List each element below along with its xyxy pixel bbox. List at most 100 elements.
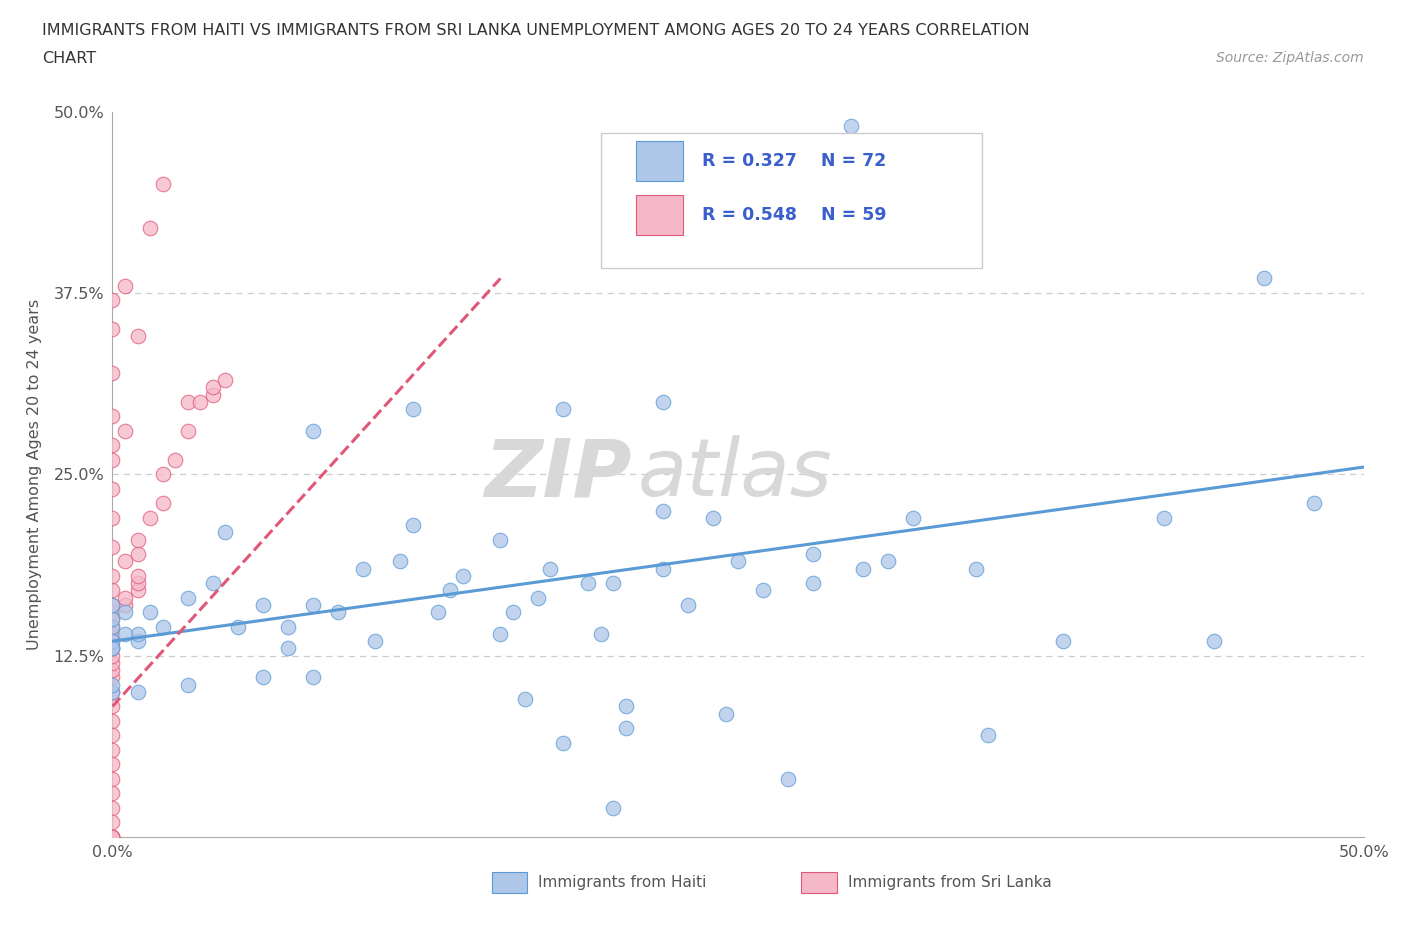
- Point: [101, 633, 124, 648]
- Point: [101, 619, 124, 634]
- Point: [101, 604, 124, 619]
- Point: [101, 438, 124, 453]
- Point: [101, 713, 124, 728]
- Point: [114, 604, 136, 619]
- Point: [602, 576, 624, 591]
- Point: [652, 561, 675, 576]
- Point: [527, 591, 550, 605]
- Point: [801, 547, 824, 562]
- Point: [127, 568, 149, 583]
- Point: [101, 641, 124, 656]
- Point: [101, 830, 124, 844]
- Point: [402, 402, 425, 417]
- Point: [152, 496, 174, 511]
- Point: [101, 641, 124, 656]
- Text: R = 0.548    N = 59: R = 0.548 N = 59: [702, 206, 886, 224]
- Point: [163, 452, 186, 467]
- Point: [727, 554, 749, 569]
- Point: [652, 394, 675, 409]
- Point: [576, 576, 599, 591]
- Point: [301, 670, 323, 684]
- Point: [101, 583, 124, 598]
- Point: [127, 583, 149, 598]
- Point: [139, 220, 162, 235]
- Point: [176, 591, 198, 605]
- Point: [652, 503, 675, 518]
- Point: [101, 365, 124, 380]
- Point: [127, 547, 149, 562]
- Point: [127, 633, 149, 648]
- Point: [127, 532, 149, 547]
- Point: [127, 627, 149, 642]
- Point: [364, 633, 387, 648]
- Point: [301, 597, 323, 612]
- Point: [176, 677, 198, 692]
- Text: IMMIGRANTS FROM HAITI VS IMMIGRANTS FROM SRI LANKA UNEMPLOYMENT AMONG AGES 20 TO: IMMIGRANTS FROM HAITI VS IMMIGRANTS FROM…: [42, 23, 1029, 38]
- Point: [101, 684, 124, 699]
- Point: [502, 604, 524, 619]
- FancyBboxPatch shape: [636, 195, 683, 235]
- Text: Immigrants from Sri Lanka: Immigrants from Sri Lanka: [848, 875, 1052, 890]
- Point: [301, 423, 323, 438]
- Point: [551, 402, 574, 417]
- Point: [127, 329, 149, 344]
- Point: [101, 619, 124, 634]
- Point: [101, 633, 124, 648]
- Point: [852, 561, 875, 576]
- Point: [101, 728, 124, 743]
- Point: [489, 532, 512, 547]
- Text: atlas: atlas: [638, 435, 832, 513]
- Point: [1052, 633, 1074, 648]
- Point: [877, 554, 900, 569]
- Point: [101, 772, 124, 787]
- Point: [676, 597, 699, 612]
- Point: [101, 409, 124, 424]
- Point: [538, 561, 561, 576]
- Y-axis label: Unemployment Among Ages 20 to 24 years: Unemployment Among Ages 20 to 24 years: [27, 299, 42, 650]
- Point: [101, 482, 124, 497]
- FancyBboxPatch shape: [636, 140, 683, 180]
- Point: [101, 568, 124, 583]
- Point: [1253, 271, 1275, 286]
- Point: [152, 619, 174, 634]
- Point: [101, 786, 124, 801]
- Point: [101, 597, 124, 612]
- Point: [101, 641, 124, 656]
- Point: [252, 670, 274, 684]
- Point: [602, 801, 624, 816]
- Point: [114, 627, 136, 642]
- Point: [1153, 511, 1175, 525]
- Point: [101, 322, 124, 337]
- Point: [515, 692, 537, 707]
- Point: [127, 576, 149, 591]
- Text: CHART: CHART: [42, 51, 96, 66]
- Point: [101, 815, 124, 830]
- Point: [114, 591, 136, 605]
- Point: [489, 627, 512, 642]
- Point: [402, 518, 425, 533]
- Point: [389, 554, 412, 569]
- Point: [551, 736, 574, 751]
- Point: [139, 604, 162, 619]
- Point: [326, 604, 349, 619]
- Point: [1302, 496, 1324, 511]
- Point: [101, 539, 124, 554]
- Point: [152, 177, 174, 192]
- Point: [188, 394, 211, 409]
- Point: [152, 467, 174, 482]
- Point: [977, 728, 1000, 743]
- Point: [778, 772, 800, 787]
- Point: [101, 830, 124, 844]
- Point: [214, 525, 236, 539]
- Point: [439, 583, 461, 598]
- Point: [114, 423, 136, 438]
- Point: [614, 721, 637, 736]
- Point: [277, 641, 299, 656]
- Point: [451, 568, 474, 583]
- Point: [839, 119, 862, 134]
- Point: [101, 612, 124, 627]
- Point: [201, 387, 224, 402]
- Point: [101, 656, 124, 671]
- Point: [101, 801, 124, 816]
- Point: [201, 379, 224, 394]
